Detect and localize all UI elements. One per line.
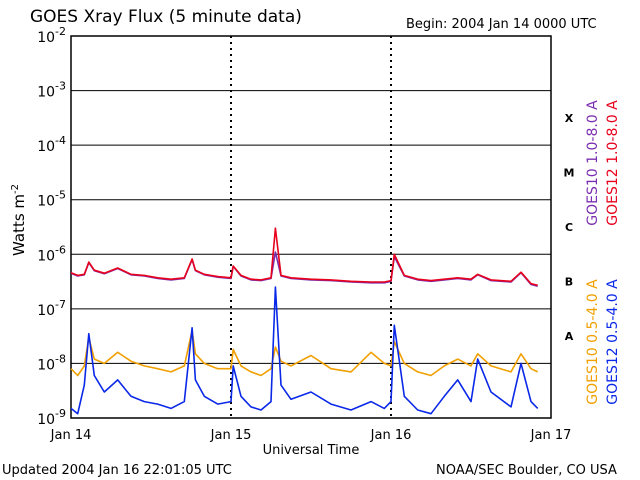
series-layer — [70, 227, 539, 415]
y-axis-title-base: Watts m — [10, 194, 28, 256]
series-line-2 — [70, 329, 539, 377]
y-tick-label: 10-2 — [37, 25, 66, 46]
series-line-3 — [70, 286, 539, 415]
flare-class-label: C — [565, 221, 573, 234]
y-tick-label: 10-5 — [37, 189, 66, 210]
gridlines — [71, 35, 551, 419]
x-tick-label: Jan 15 — [210, 428, 252, 443]
y-tick-label: 10-8 — [37, 352, 66, 373]
flare-class-labels: X M C B A — [564, 112, 575, 343]
flare-class-label: B — [565, 276, 573, 289]
day-boundaries — [230, 36, 392, 418]
flare-class-label: X — [565, 112, 574, 125]
legend-entry: GOES10 0.5-4.0 A — [585, 279, 601, 405]
y-tick-label: 10-4 — [37, 134, 66, 155]
y-axis-title-exp: -2 — [10, 184, 21, 194]
series-line-1 — [70, 227, 538, 287]
x-tick-labels: Jan 14 Jan 15 Jan 16 Jan 17 — [50, 428, 572, 443]
chart-title: GOES Xray Flux (5 minute data) — [30, 7, 302, 27]
x-tick-label: Jan 17 — [530, 428, 572, 443]
begin-label: Begin: 2004 Jan 14 0000 UTC — [406, 17, 597, 32]
legend: GOES10 1.0-8.0 A GOES12 1.0-8.0 A GOES10 0… — [585, 100, 621, 405]
footer-credit: NOAA/SEC Boulder, CO USA — [436, 463, 617, 478]
x-tick-label: Jan 14 — [50, 428, 92, 443]
legend-entry: GOES10 1.0-8.0 A — [585, 100, 601, 226]
x-tick-label: Jan 16 — [370, 428, 412, 443]
flare-class-label: A — [565, 330, 574, 343]
series-line-0 — [70, 251, 538, 287]
footer-updated: Updated 2004 Jan 16 22:01:05 UTC — [2, 463, 232, 478]
x-axis-title: Universal Time — [263, 443, 360, 458]
flare-class-label: M — [564, 166, 575, 179]
plot-area — [70, 35, 552, 419]
y-tick-label: 10-7 — [37, 298, 66, 319]
y-tick-label: 10-6 — [37, 243, 66, 264]
y-axis-title: Watts m-2 — [10, 184, 28, 256]
y-tick-labels: 10-2 10-3 10-4 10-5 10-6 10-7 10-8 10-9 — [37, 25, 66, 428]
legend-entry: GOES12 1.0-8.0 A — [605, 100, 621, 226]
legend-entry: GOES12 0.5-4.0 A — [605, 279, 621, 405]
y-tick-label: 10-3 — [37, 80, 66, 101]
y-tick-label: 10-9 — [37, 407, 66, 428]
